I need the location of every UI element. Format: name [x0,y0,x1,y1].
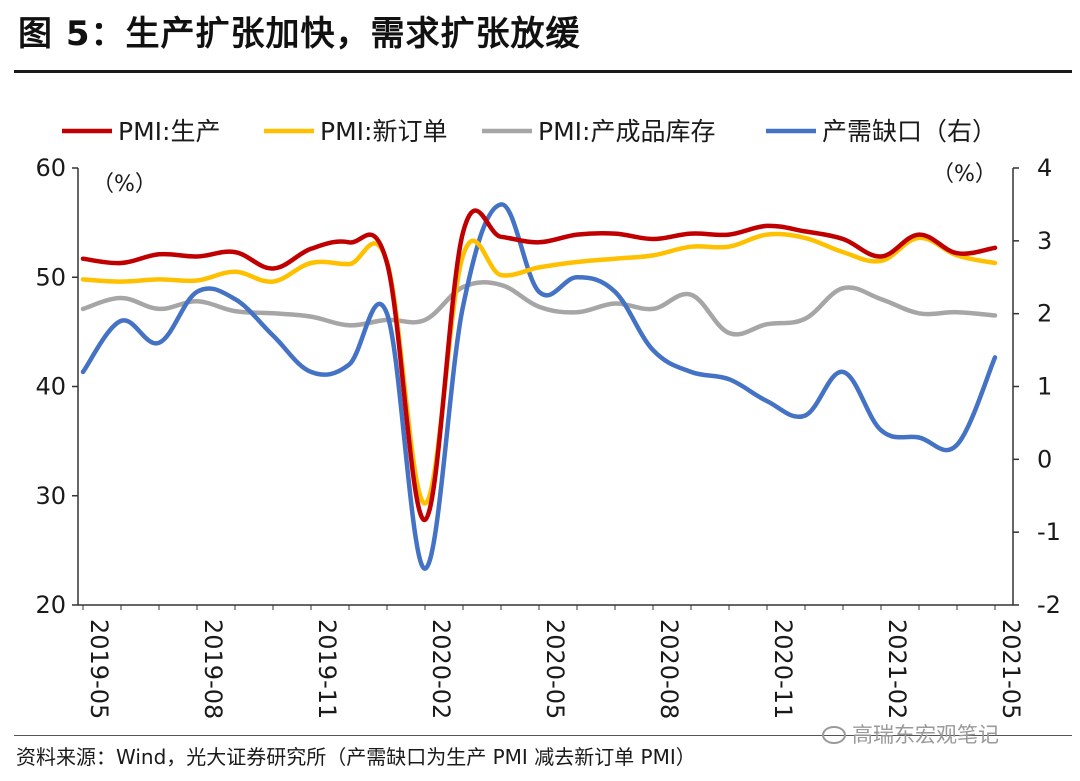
y-tick-label-left: 40 [35,373,66,401]
x-tick-label: 2019-11 [313,619,341,719]
series-line [80,208,998,523]
legend-label: PMI:新订单 [320,117,447,146]
y-tick-label-right: 4 [1037,154,1052,182]
y-axis-right-unit: （%） [932,162,997,187]
y-tick-label-left: 20 [35,591,66,619]
legend-label: 产需缺口（右） [822,117,997,146]
x-tick-label: 2020-02 [427,619,455,719]
x-tick-label: 2019-08 [199,619,227,719]
series-1 [80,231,998,506]
x-tick-label: 2021-05 [997,619,1025,719]
y-tick-label-right: 0 [1037,445,1052,473]
y-axis-left-unit: （%） [92,172,157,197]
y-tick-label-left: 60 [35,154,66,182]
y-tick-label-right: -1 [1037,518,1061,546]
y-tick-label-right: 1 [1037,373,1052,401]
series-line [80,231,998,506]
source-note: 资料来源：Wind，光大证券研究所（产需缺口为生产 PMI 减去新订单 PMI） [16,745,696,769]
y-tick-label-left: 50 [35,263,66,291]
figure-title: 图 5：生产扩张加快，需求扩张放缓 [18,14,581,54]
chart: PMI:生产 PMI:新订单 PMI:产成品库存 产需缺口（右） （%） （%） 20… [35,117,1060,719]
series-2 [80,280,998,337]
x-tick-label: 2021-02 [883,619,911,719]
y-axis-left-unit-text: （%） [92,172,157,197]
x-tick-label: 2019-05 [85,619,113,719]
title-rule [14,70,1072,73]
legend-label: PMI:产成品库存 [538,117,715,146]
legend: PMI:生产 PMI:新订单 PMI:产成品库存 产需缺口（右） [62,117,997,146]
series-3 [80,202,998,571]
y-tick-label-right: 3 [1037,227,1052,255]
wechat-icon [822,726,846,744]
y-tick-label-left: 30 [35,482,66,510]
legend-label: PMI:生产 [118,117,220,146]
watermark: 高瑞东宏观笔记 [822,719,999,749]
source-rule [14,735,1072,736]
x-tick-label: 2020-05 [541,619,569,719]
x-tick-label: 2020-08 [655,619,683,719]
y-tick-label-right: 2 [1037,300,1052,328]
watermark-text: 高瑞东宏观笔记 [852,723,999,747]
series-0 [80,208,998,523]
y-tick-label-right: -2 [1037,591,1061,619]
axes: 20 30 40 50 60 -2 -1 0 1 2 3 4 2019-05 2019-08 2019-11… [35,154,1060,719]
x-tick-label: 2020-11 [769,619,797,719]
series-layer [80,202,998,571]
y-axis-right-unit-text: （%） [932,162,997,187]
